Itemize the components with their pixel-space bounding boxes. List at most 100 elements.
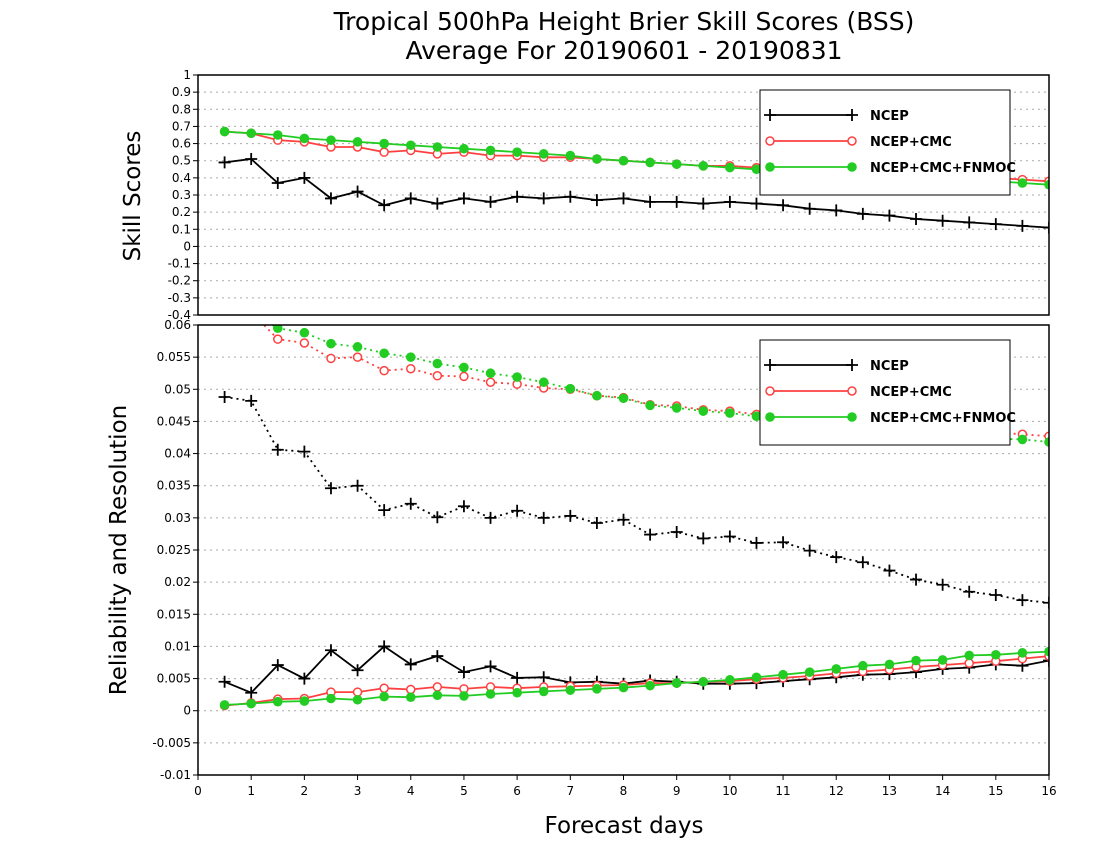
bottom-panel-data-point-ncep-plus-cmc-resolution <box>379 365 389 376</box>
bottom-panel-data-point-ncep-plus-cmc-plus-fnmoc-reliability <box>618 682 629 693</box>
top-panel-data-point-ncep-plus-cmc-plus-fnmoc <box>326 135 336 145</box>
bottom-panel-data-point-ncep-resolution <box>298 445 311 458</box>
bottom-panel-data-point-ncep-plus-cmc-plus-fnmoc-resolution <box>1017 434 1028 445</box>
top-panel-data-point-ncep <box>670 195 683 208</box>
bottom-panel-data-point-ncep-plus-cmc-plus-fnmoc-resolution <box>432 358 443 369</box>
bottom-panel-data-point-ncep-plus-cmc-plus-fnmoc-reliability <box>937 655 948 665</box>
bottom-panel-data-point-ncep-plus-cmc-reliability <box>406 684 416 695</box>
bottom-panel-data-point-ncep-reliability <box>218 675 231 688</box>
bottom-panel-x-tick-label: 1 <box>247 784 255 798</box>
top-panel-y-tick-label: 0.2 <box>172 205 191 219</box>
top-panel-data-point-ncep <box>298 171 311 184</box>
top-panel-data-point-ncep-plus-cmc-plus-fnmoc <box>379 138 389 149</box>
top-panel-y-tick-label: 0.9 <box>172 85 191 99</box>
top-panel-data-point-ncep <box>1016 219 1029 232</box>
bottom-panel-data-point-ncep-plus-cmc-resolution <box>326 353 336 364</box>
bottom-panel-legend-marker-start-ncep <box>764 359 776 371</box>
bottom-panel-data-point-ncep-resolution <box>245 394 258 407</box>
bottom-panel-data-point-ncep-resolution <box>777 536 790 549</box>
bottom-panel-data-point-ncep-resolution <box>989 589 1002 601</box>
bottom-panel-y-tick-label: 0.06 <box>164 318 191 332</box>
top-panel-y-tick-label: 0 <box>183 239 191 253</box>
top-panel-data-point-ncep <box>271 177 284 189</box>
bottom-panel-data-point-ncep-resolution <box>457 500 470 513</box>
bottom-panel-data-point-ncep-plus-cmc-plus-fnmoc-reliability <box>299 696 310 706</box>
bottom-panel-data-point-ncep-plus-cmc-resolution <box>299 338 310 348</box>
bottom-panel-x-tick-label: 4 <box>407 784 415 798</box>
top-panel-data-point-ncep-plus-cmc-plus-fnmoc <box>698 161 709 171</box>
bottom-panel-data-point-ncep-plus-cmc-plus-fnmoc-reliability <box>911 655 921 666</box>
bottom-panel-data-point-ncep-plus-cmc-resolution <box>485 377 496 387</box>
bottom-panel-data-point-ncep-reliability <box>457 666 470 679</box>
top-panel-data-point-ncep <box>351 185 364 198</box>
bottom-panel-legend: NCEP NCEP+CMC NCEP+CMC+FNMOC <box>759 339 1016 446</box>
top-panel-data-point-ncep <box>644 195 657 208</box>
top-panel-data-point-ncep <box>936 214 949 227</box>
top-panel-legend-label-ncep-plus-cmc-plus-fnmoc: NCEP+CMC+FNMOC <box>870 161 1016 176</box>
bottom-panel-data-point-ncep-resolution <box>484 511 497 524</box>
top-panel-y-tick-label: 0.6 <box>172 137 191 151</box>
bottom-panel-x-tick-label: 11 <box>775 784 790 798</box>
bottom-panel-data-point-ncep-plus-cmc-plus-fnmoc-reliability <box>565 685 576 695</box>
bottom-panel-data-point-ncep-plus-cmc-plus-fnmoc-reliability <box>725 675 735 685</box>
bottom-panel-data-point-ncep-plus-cmc-plus-fnmoc-resolution <box>379 348 389 359</box>
bottom-panel-data-point-ncep-plus-cmc-plus-fnmoc-reliability <box>831 664 842 674</box>
bottom-panel-data-point-ncep-resolution <box>431 511 444 524</box>
bottom-panel-data-point-ncep-plus-cmc-plus-fnmoc-reliability <box>432 690 443 701</box>
top-panel-y-tick-label: 1 <box>183 68 191 82</box>
bottom-panel-data-point-ncep-plus-cmc-plus-fnmoc-reliability <box>991 649 1001 660</box>
bottom-panel-x-tick-label: 6 <box>513 784 521 798</box>
top-panel-data-point-ncep <box>590 194 603 207</box>
top-panel-legend-marker-start-ncep-plus-cmc <box>765 136 775 146</box>
top-panel-legend-marker-start-ncep <box>764 109 776 121</box>
bottom-panel-data-point-ncep-plus-cmc-plus-fnmoc-reliability <box>804 667 815 677</box>
bottom-panel-data-point-ncep-plus-cmc-plus-fnmoc-reliability <box>698 676 709 687</box>
top-panel-data-point-ncep <box>750 197 763 210</box>
bottom-panel-data-point-ncep-plus-cmc-plus-fnmoc-reliability <box>538 686 549 697</box>
bottom-panel-data-point-ncep-plus-cmc-plus-fnmoc-resolution <box>538 377 549 388</box>
bottom-panel-data-point-ncep-reliability <box>484 660 497 673</box>
bottom-panel-data-point-ncep-plus-cmc-plus-fnmoc-reliability <box>671 678 682 688</box>
bottom-panel-data-point-ncep-reliability <box>378 640 391 653</box>
bottom-panel-data-point-ncep-plus-cmc-plus-fnmoc-resolution <box>405 352 416 362</box>
top-panel-frame <box>197 74 1050 316</box>
bottom-panel-data-point-ncep-reliability <box>351 664 364 677</box>
bottom-panel-data-point-ncep-reliability <box>324 644 337 657</box>
chart-title-line1: Tropical 500hPa Height Brier Skill Score… <box>333 7 915 36</box>
bottom-panel-data-point-ncep-resolution <box>697 532 710 545</box>
top-panel-y-tick-label: -0.2 <box>168 274 191 288</box>
bottom-panel-y-tick-label: 0.04 <box>164 447 191 461</box>
top-panel-y-tick-label: 0.1 <box>172 222 191 236</box>
top-panel-data-point-ncep <box>404 192 417 205</box>
bottom-panel-x-tick-label: 3 <box>354 784 362 798</box>
bottom-panel-data-point-ncep-plus-cmc-plus-fnmoc-reliability <box>219 700 230 710</box>
bottom-panel-data-point-ncep-resolution <box>670 526 683 538</box>
top-panel-data-point-ncep <box>1043 221 1049 234</box>
top-panel-legend-marker-end-ncep <box>846 109 858 121</box>
top-panel-data-point-ncep <box>511 190 524 203</box>
top-panel-y-tick-label: -0.3 <box>168 291 191 305</box>
bottom-panel-data-point-ncep-plus-cmc-plus-fnmoc-resolution <box>512 372 522 382</box>
bottom-panel-data-point-ncep-plus-cmc-plus-fnmoc-reliability <box>751 672 762 683</box>
bottom-panel-y-tick-label: 0.005 <box>157 672 191 686</box>
top-panel-data-point-ncep-plus-cmc-plus-fnmoc <box>246 128 256 139</box>
bottom-panel-data-point-ncep-reliability <box>404 658 417 671</box>
top-panel-data-point-ncep-plus-cmc-plus-fnmoc <box>538 149 549 159</box>
bottom-panel-x-tick-label: 2 <box>301 784 309 798</box>
bottom-panel-legend-marker-start-ncep-plus-cmc <box>765 386 775 396</box>
bottom-panel-data-point-ncep-plus-cmc-plus-fnmoc-resolution <box>220 294 230 304</box>
bottom-panel-legend-label-ncep-plus-cmc-plus-fnmoc: NCEP+CMC+FNMOC <box>870 411 1016 426</box>
top-panel-data-point-ncep <box>537 192 550 205</box>
bottom-panel-data-point-ncep-plus-cmc-plus-fnmoc-resolution <box>485 368 496 379</box>
bottom-panel-data-point-ncep-plus-cmc-plus-fnmoc-reliability <box>485 689 496 699</box>
top-panel-y-tick-label: 0.3 <box>172 188 191 202</box>
bottom-panel-data-point-ncep-plus-cmc-plus-fnmoc-reliability <box>964 650 975 661</box>
bottom-panel-x-tick-label: 7 <box>566 784 574 798</box>
top-panel-data-point-ncep <box>431 197 444 210</box>
top-panel-y-tick-label: 0.7 <box>172 119 191 133</box>
bottom-panel-data-point-ncep-resolution <box>617 513 630 526</box>
chart-title-line2: Average For 20190601 - 20190831 <box>405 36 842 65</box>
bottom-panel-legend-box <box>759 339 1011 446</box>
top-panel-y-tick-label: 0.8 <box>172 102 191 116</box>
bottom-panel-y-tick-label: 0.05 <box>164 382 191 396</box>
